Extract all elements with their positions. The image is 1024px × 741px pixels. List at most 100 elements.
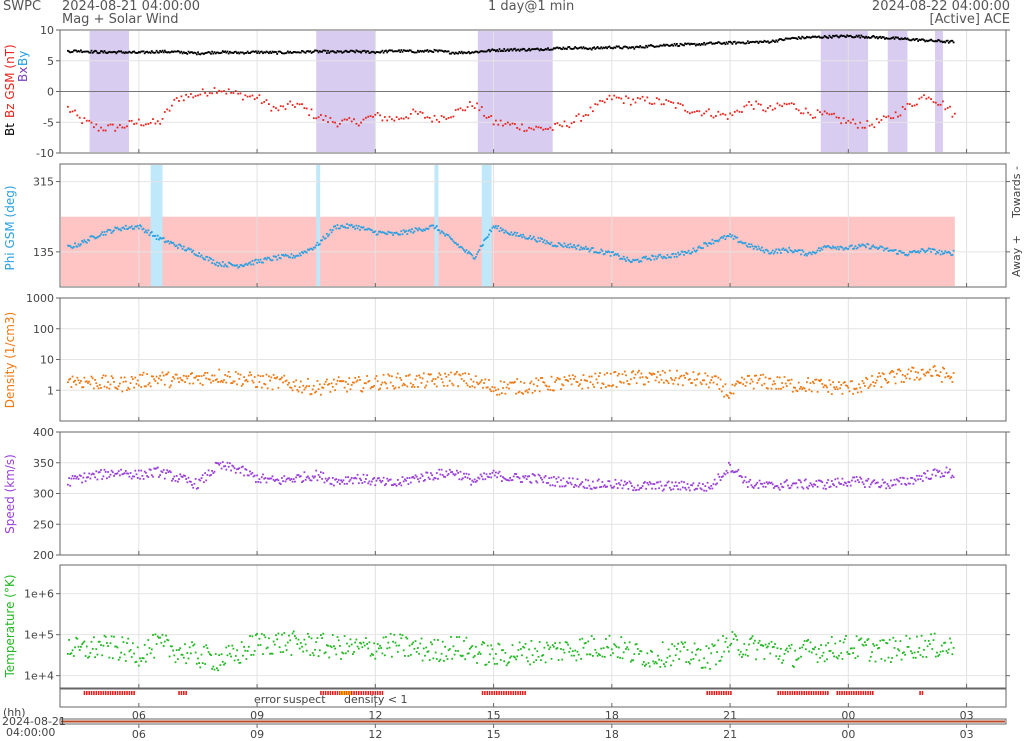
speed-point [679, 488, 682, 491]
temperature-point [458, 636, 461, 638]
bt-point [865, 35, 867, 38]
y-tick-label: 100 [33, 323, 54, 336]
phi-point [897, 252, 899, 255]
bt-point [908, 39, 911, 42]
temperature-point [355, 638, 358, 641]
phi-point [563, 242, 566, 245]
speed-point [696, 487, 698, 490]
density-point [120, 376, 122, 379]
bt-point [678, 45, 681, 47]
phi-point [860, 244, 863, 247]
density-point [266, 387, 269, 390]
speed-point [344, 476, 347, 479]
density-point [840, 384, 843, 386]
bt-point [96, 51, 99, 54]
bt-point [388, 49, 391, 52]
bz-point [206, 94, 209, 97]
density-point [346, 390, 348, 393]
temperature-point [341, 651, 344, 654]
density-point [106, 386, 108, 389]
temperature-point [726, 646, 729, 649]
phi-point [564, 245, 567, 247]
speed-point [888, 487, 891, 489]
temperature-point [350, 643, 353, 646]
bt-point [116, 51, 119, 53]
phi-point [756, 248, 759, 251]
temperature-point [343, 635, 346, 637]
phi-point [784, 248, 787, 251]
temperature-point [322, 632, 325, 635]
phi-point [799, 249, 801, 252]
density-point [109, 383, 112, 386]
density-point [694, 384, 697, 387]
speed-point [582, 485, 585, 488]
bt-point [715, 42, 717, 44]
temperature-point [517, 649, 520, 651]
bt-point [327, 49, 329, 52]
phi-point [441, 231, 444, 234]
temperature-point [560, 648, 562, 650]
phi-point [318, 243, 321, 245]
bt-point [543, 49, 546, 51]
speed-point [485, 473, 488, 476]
speed-point [716, 482, 718, 485]
bt-point [197, 51, 199, 54]
phi-point [460, 246, 463, 249]
density-point [474, 375, 477, 378]
temperature-point [589, 653, 592, 656]
density-point [732, 392, 735, 395]
phi-point [846, 247, 849, 250]
speed-point [477, 476, 480, 479]
phi-point [177, 247, 179, 249]
bz-point [445, 118, 448, 120]
temperature-point [936, 651, 938, 654]
temperature-point [439, 658, 442, 661]
bt-point [433, 48, 436, 51]
bt-point [599, 47, 601, 50]
density-point [71, 375, 74, 378]
phi-point [642, 256, 645, 258]
density-point [107, 381, 109, 383]
density-point [129, 382, 132, 384]
bt-point [867, 36, 870, 38]
density-point [638, 369, 640, 372]
speed-point [562, 477, 565, 480]
speed-point [161, 471, 164, 474]
bt-point [211, 50, 213, 53]
speed-point [281, 477, 283, 479]
speed-point [859, 476, 862, 479]
bz-point [495, 119, 497, 122]
speed-point [464, 476, 467, 478]
bt-point [817, 35, 820, 38]
phi-point [647, 257, 650, 260]
error-mark [848, 691, 850, 695]
speed-point [757, 487, 760, 489]
temperature-point [808, 650, 811, 653]
speed-point [518, 477, 521, 480]
temperature-point [311, 652, 314, 654]
density-point [660, 378, 663, 381]
temperature-point [256, 632, 258, 635]
bt-point [710, 41, 713, 44]
temperature-point [658, 658, 660, 661]
density-point [472, 380, 475, 383]
bz-point [504, 123, 507, 125]
phi-point [951, 254, 954, 256]
phi-point [172, 241, 174, 244]
phi-point [81, 240, 83, 242]
phi-point [609, 255, 612, 257]
speed-point [771, 483, 774, 486]
speed-point [145, 471, 147, 474]
phi-point [175, 244, 178, 247]
temperature-point [231, 644, 234, 647]
phi-point [331, 229, 334, 231]
phi-point [95, 237, 98, 239]
speed-point [387, 480, 390, 482]
bz-point [102, 129, 105, 132]
bt-point [549, 48, 552, 51]
bt-point [210, 52, 212, 55]
density-point [422, 372, 425, 375]
bt-point [349, 49, 352, 52]
phi-point [703, 242, 705, 245]
bz-point [407, 117, 410, 120]
